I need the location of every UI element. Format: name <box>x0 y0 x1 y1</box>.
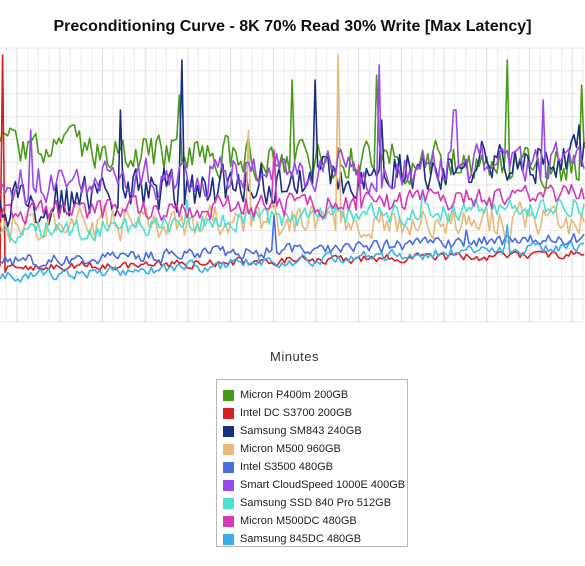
legend-item[interactable]: Smart CloudSpeed 1000E 400GB <box>223 476 407 494</box>
legend-label: Micron P400m 200GB <box>240 389 349 401</box>
legend-swatch <box>223 389 234 401</box>
x-axis-label: Minutes <box>270 349 320 364</box>
legend-swatch <box>223 515 234 527</box>
legend-label: Smart CloudSpeed 1000E 400GB <box>240 479 406 491</box>
legend-swatch <box>223 407 234 419</box>
legend-swatch <box>223 479 234 491</box>
legend-label: Samsung SM843 240GB <box>240 425 362 437</box>
series-line <box>0 64 585 205</box>
series-lines <box>0 54 585 283</box>
legend-label: Micron M500 960GB <box>240 443 341 455</box>
line-chart: 406080100120140160180200220240260280300 <box>0 47 585 323</box>
legend-swatch <box>223 425 234 437</box>
legend-label: Intel DC S3700 200GB <box>240 407 352 419</box>
legend-swatch <box>223 533 234 545</box>
legend-item[interactable]: Intel S3500 480GB <box>223 458 407 476</box>
series-line <box>0 54 585 274</box>
legend-swatch <box>223 443 234 455</box>
legend-item[interactable]: Samsung 845DC 480GB <box>223 530 407 548</box>
legend-label: Intel S3500 480GB <box>240 461 333 473</box>
legend-label: Samsung SSD 840 Pro 512GB <box>240 497 392 509</box>
series-line <box>0 224 585 283</box>
legend-swatch <box>223 497 234 509</box>
series-line <box>0 59 585 191</box>
legend-label: Micron M500DC 480GB <box>240 515 357 527</box>
legend-label: Samsung 845DC 480GB <box>240 533 362 545</box>
legend-item[interactable]: Micron M500DC 480GB <box>223 512 407 530</box>
legend-item[interactable]: Samsung SSD 840 Pro 512GB <box>223 494 407 512</box>
legend-item[interactable]: Micron M500 960GB <box>223 440 407 458</box>
legend-item[interactable]: Samsung SM843 240GB <box>223 422 407 440</box>
series-line <box>0 54 585 245</box>
chart-title: Preconditioning Curve - 8K 70% Read 30% … <box>53 18 532 35</box>
legend-swatch <box>223 461 234 473</box>
series-line <box>0 149 585 225</box>
legend-item[interactable]: Micron P400m 200GB <box>223 386 407 404</box>
chart-legend: Micron P400m 200GB Intel DC S3700 200GB Sa… <box>216 379 408 547</box>
series-line <box>0 214 585 269</box>
legend-item[interactable]: Intel DC S3700 200GB <box>223 404 407 422</box>
